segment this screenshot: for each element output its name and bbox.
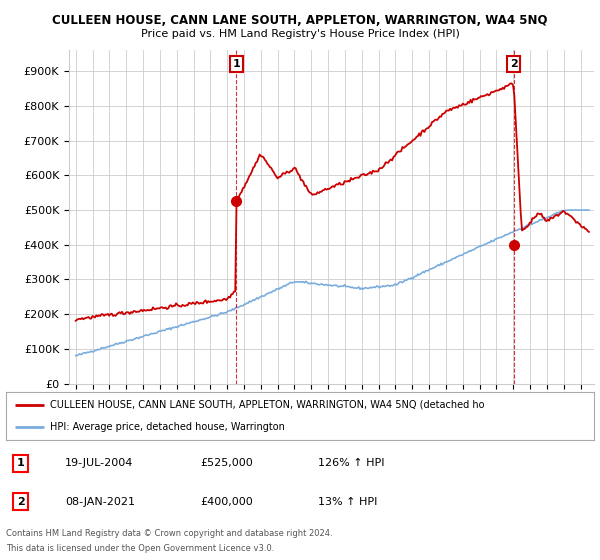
- Text: 2: 2: [17, 497, 25, 507]
- Text: CULLEEN HOUSE, CANN LANE SOUTH, APPLETON, WARRINGTON, WA4 5NQ: CULLEEN HOUSE, CANN LANE SOUTH, APPLETON…: [52, 14, 548, 27]
- Text: 126% ↑ HPI: 126% ↑ HPI: [317, 458, 384, 468]
- Text: 1: 1: [233, 59, 241, 69]
- Text: 1: 1: [17, 458, 25, 468]
- Text: Contains HM Land Registry data © Crown copyright and database right 2024.: Contains HM Land Registry data © Crown c…: [6, 529, 332, 538]
- Text: £525,000: £525,000: [200, 458, 253, 468]
- Text: Price paid vs. HM Land Registry's House Price Index (HPI): Price paid vs. HM Land Registry's House …: [140, 29, 460, 39]
- Text: £400,000: £400,000: [200, 497, 253, 507]
- Text: This data is licensed under the Open Government Licence v3.0.: This data is licensed under the Open Gov…: [6, 544, 274, 553]
- Text: 08-JAN-2021: 08-JAN-2021: [65, 497, 135, 507]
- Text: 2: 2: [510, 59, 518, 69]
- Text: 13% ↑ HPI: 13% ↑ HPI: [317, 497, 377, 507]
- Text: CULLEEN HOUSE, CANN LANE SOUTH, APPLETON, WARRINGTON, WA4 5NQ (detached ho: CULLEEN HOUSE, CANN LANE SOUTH, APPLETON…: [50, 400, 485, 410]
- Text: 19-JUL-2004: 19-JUL-2004: [65, 458, 133, 468]
- Text: HPI: Average price, detached house, Warrington: HPI: Average price, detached house, Warr…: [50, 422, 285, 432]
